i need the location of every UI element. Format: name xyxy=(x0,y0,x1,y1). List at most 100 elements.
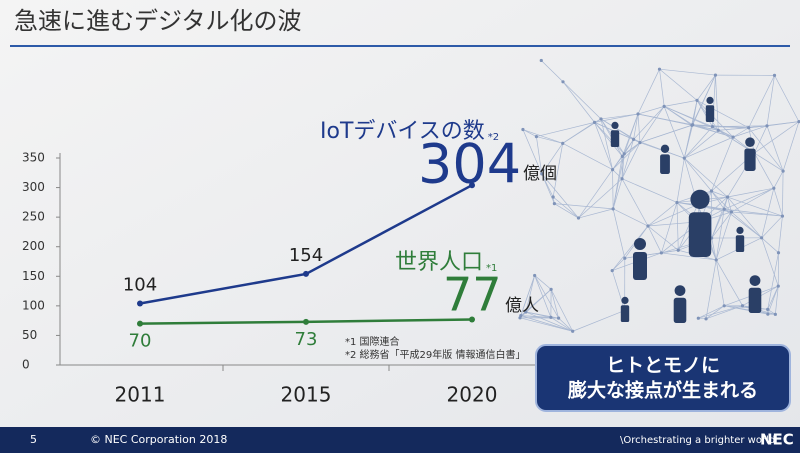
network-link xyxy=(754,121,800,154)
network-node xyxy=(540,172,544,176)
unit-label: 億人 xyxy=(505,296,539,316)
network-node xyxy=(552,202,556,206)
network-link xyxy=(637,113,693,126)
series-note: *1 xyxy=(486,263,497,274)
y-tick-label: 350 xyxy=(22,151,45,165)
network-link xyxy=(633,139,685,159)
point xyxy=(137,320,143,327)
network-link xyxy=(661,252,717,261)
network-node xyxy=(638,140,642,145)
network-node xyxy=(710,125,715,129)
network-link xyxy=(731,187,774,213)
person-icon xyxy=(744,148,756,171)
network-link xyxy=(727,196,762,239)
network-link xyxy=(767,285,779,315)
network-link xyxy=(600,118,634,140)
person-icon xyxy=(673,297,687,323)
network-node xyxy=(524,310,528,314)
network-link xyxy=(727,187,774,198)
network-link xyxy=(766,75,775,126)
person-icon xyxy=(745,137,755,147)
network-node xyxy=(722,207,726,211)
network-node xyxy=(662,104,666,108)
network-link xyxy=(550,317,573,332)
network-node xyxy=(682,156,686,160)
network-link xyxy=(705,305,725,320)
point xyxy=(303,318,309,325)
network-link xyxy=(696,100,749,129)
network-link xyxy=(754,125,768,154)
network-link xyxy=(684,136,734,159)
person-icon xyxy=(688,212,712,257)
network-link xyxy=(715,259,743,306)
network-link xyxy=(550,289,573,332)
network-link xyxy=(731,211,762,239)
network-link xyxy=(727,196,732,213)
network-node xyxy=(765,124,769,128)
network-link xyxy=(612,169,614,209)
person-icon xyxy=(634,238,646,250)
network-link xyxy=(696,74,716,101)
network-link xyxy=(552,196,579,219)
network-link xyxy=(550,289,559,319)
network-link xyxy=(761,188,775,238)
person-icon xyxy=(706,96,714,104)
network-link xyxy=(773,170,784,189)
tagline: \Orchestrating a brighter world xyxy=(620,435,775,446)
network-link xyxy=(525,311,573,332)
person-icon xyxy=(660,154,670,174)
network-node xyxy=(534,134,539,139)
network-node xyxy=(571,329,575,333)
network-link xyxy=(698,305,743,319)
network-node xyxy=(539,58,543,63)
network-link xyxy=(733,125,768,138)
page-number: 5 xyxy=(30,433,37,446)
person-icon xyxy=(735,235,745,252)
point xyxy=(469,182,475,189)
callout-line: ヒトとモノに xyxy=(606,355,720,377)
logo: NEC xyxy=(760,431,794,449)
person-icon xyxy=(611,121,619,129)
network-link xyxy=(718,125,768,131)
callout-box xyxy=(535,344,791,412)
network-link xyxy=(621,139,634,179)
slide-title: 急速に進むデジタル化の波 xyxy=(14,7,302,35)
y-tick-label: 0 xyxy=(22,358,30,372)
network-node xyxy=(549,287,553,291)
network-node xyxy=(561,141,565,145)
copyright: © NEC Corporation 2018 xyxy=(90,433,227,446)
network-link xyxy=(522,129,537,137)
network-link xyxy=(525,311,551,318)
network-link xyxy=(612,208,649,227)
person-icon xyxy=(690,189,710,209)
network-node xyxy=(713,73,718,77)
person-icon xyxy=(633,252,647,280)
network-node xyxy=(704,317,708,321)
network-link xyxy=(659,68,698,101)
network-link xyxy=(622,113,639,157)
network-link xyxy=(534,275,552,290)
network-node xyxy=(576,216,581,220)
y-tick-label: 250 xyxy=(22,210,45,224)
network-link xyxy=(578,208,614,219)
callout-line: 膨大な接点が生まれる xyxy=(567,379,758,402)
network-link xyxy=(711,237,717,261)
network-link xyxy=(659,68,716,76)
point xyxy=(137,300,143,307)
x-tick-label: 2020 xyxy=(447,383,498,407)
network-link xyxy=(724,187,774,210)
network-link xyxy=(522,129,543,175)
network-link xyxy=(519,317,573,332)
value-label: 104 xyxy=(123,274,157,295)
network-link xyxy=(712,126,734,138)
network-link xyxy=(534,275,559,319)
network-node xyxy=(521,127,525,132)
person-icon xyxy=(620,305,630,322)
network-link xyxy=(684,157,728,198)
x-tick-label: 2011 xyxy=(115,383,166,407)
network-node xyxy=(766,307,770,311)
network-node xyxy=(610,168,615,172)
network-link xyxy=(711,190,728,198)
network-link xyxy=(727,196,783,217)
person-icon xyxy=(748,287,762,313)
